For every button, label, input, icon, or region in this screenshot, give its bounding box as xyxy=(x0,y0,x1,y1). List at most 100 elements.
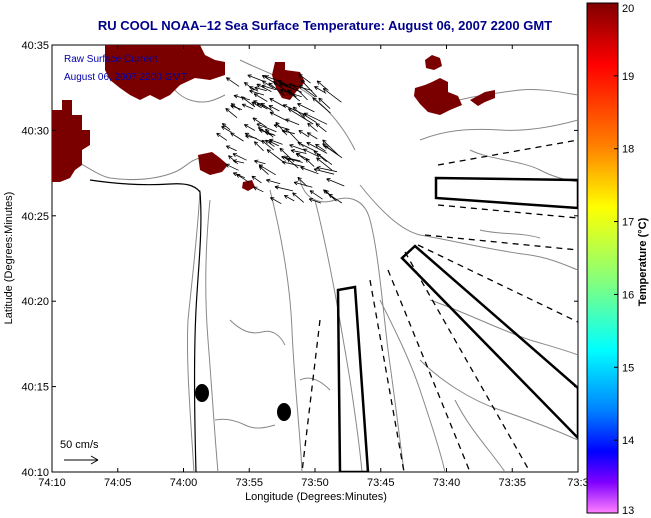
current-vector xyxy=(258,164,276,176)
y-tick-label: 40:20 xyxy=(21,296,49,308)
current-vector xyxy=(247,74,264,82)
colorbar-tick-label: 18 xyxy=(622,144,634,156)
current-vector xyxy=(316,166,338,173)
current-vector xyxy=(322,139,339,155)
current-vector xyxy=(232,172,245,179)
current-vector xyxy=(241,103,254,110)
current-vector xyxy=(268,105,280,112)
current-vector xyxy=(300,79,318,98)
current-vector xyxy=(235,173,249,183)
annotation-line-1: Raw Surface Current xyxy=(64,54,158,65)
current-vector xyxy=(232,153,247,161)
current-vector xyxy=(243,124,256,131)
current-vector xyxy=(306,142,328,154)
current-vector xyxy=(312,97,331,114)
current-vector xyxy=(303,112,328,125)
current-vector xyxy=(326,178,345,187)
current-vector xyxy=(279,88,302,98)
current-vector xyxy=(314,86,327,94)
scale-label: 50 cm/s xyxy=(60,439,99,451)
current-vector xyxy=(318,97,331,109)
current-vector xyxy=(268,82,285,96)
current-vector xyxy=(285,128,304,148)
x-tick-label: 73:40 xyxy=(433,477,461,489)
x-axis-label: Longitude (Degrees:Minutes) xyxy=(245,491,387,503)
buoy-marker-1 xyxy=(195,384,209,402)
current-vector xyxy=(221,123,231,131)
current-vector xyxy=(243,82,255,91)
x-tick-label: 74:05 xyxy=(104,477,132,489)
current-vector xyxy=(316,157,333,171)
current-vector xyxy=(245,134,257,139)
colorbar-tick-label: 20 xyxy=(622,3,634,15)
x-tick-label: 73:45 xyxy=(367,477,395,489)
current-vector xyxy=(251,101,262,109)
land-masses xyxy=(52,45,495,191)
current-vector xyxy=(292,106,307,121)
y-tick-label: 40:15 xyxy=(21,382,49,394)
y-tick-label: 40:30 xyxy=(21,125,49,137)
current-vector xyxy=(290,149,307,154)
current-vector xyxy=(253,93,268,102)
current-vector xyxy=(281,129,295,135)
current-vector xyxy=(293,181,313,188)
colorbar-tick-label: 17 xyxy=(622,217,634,229)
colorbar-ticks: 20 19 18 17 16 15 14 13 xyxy=(614,2,634,517)
current-vector xyxy=(281,160,304,168)
figure-title: RU COOL NOAA–12 Sea Surface Temperature:… xyxy=(98,18,552,33)
current-vector xyxy=(232,159,245,164)
x-tick-label: 73:55 xyxy=(235,477,263,489)
current-vector xyxy=(315,123,327,133)
current-vector xyxy=(249,89,265,96)
colorbar-tick-label: 19 xyxy=(622,71,634,83)
current-vector xyxy=(266,178,281,185)
colorbar-tick-label: 13 xyxy=(622,505,634,517)
scale-arrow xyxy=(64,455,99,465)
current-vector xyxy=(216,132,228,141)
x-tick-label: 73:3 xyxy=(567,477,588,489)
coastline xyxy=(89,179,202,472)
current-vector xyxy=(225,77,240,87)
current-vector xyxy=(302,148,320,158)
current-vector xyxy=(230,103,241,111)
current-vector xyxy=(233,94,251,101)
y-tick-label: 40:35 xyxy=(21,40,49,52)
current-vector xyxy=(313,167,335,175)
current-vector xyxy=(269,98,285,108)
x-tick-label: 73:35 xyxy=(498,477,526,489)
solid-boxes xyxy=(336,176,578,472)
x-tick-label: 73:50 xyxy=(301,477,329,489)
buoy-marker-2 xyxy=(277,403,291,421)
current-vector xyxy=(283,195,295,202)
current-vector xyxy=(269,197,282,205)
y-axis-ticks: 40:35 40:30 40:25 40:20 40:15 40:10 xyxy=(21,40,578,479)
current-vector xyxy=(300,166,319,175)
current-vector xyxy=(316,153,327,163)
current-vector xyxy=(256,123,277,133)
current-vector xyxy=(287,158,299,169)
x-axis-ticks: 74:10 74:05 74:00 73:55 73:50 73:45 73:40 73:35… xyxy=(38,45,589,489)
current-vector xyxy=(298,130,310,138)
current-vector xyxy=(308,198,322,204)
current-vector xyxy=(253,141,264,152)
current-vector xyxy=(296,152,306,161)
current-vector xyxy=(298,84,316,98)
current-vector xyxy=(257,127,271,136)
colorbar xyxy=(586,2,619,514)
colorbar-label: Temperature (°C) xyxy=(637,217,649,306)
colorbar-tick-label: 15 xyxy=(622,362,634,374)
colorbar-tick-label: 14 xyxy=(622,435,634,447)
current-vector xyxy=(307,122,318,132)
current-vector xyxy=(274,185,293,192)
current-vector xyxy=(322,88,342,103)
current-vector xyxy=(253,186,264,193)
current-vector xyxy=(306,132,318,140)
map-content: Raw Surface Current August 06, 2007 2200… xyxy=(52,45,578,472)
current-vector xyxy=(315,143,326,152)
current-vector xyxy=(297,176,308,187)
current-vector xyxy=(266,149,283,162)
current-vector xyxy=(228,155,239,165)
y-tick-label: 40:10 xyxy=(21,467,49,479)
current-vector xyxy=(225,108,238,119)
